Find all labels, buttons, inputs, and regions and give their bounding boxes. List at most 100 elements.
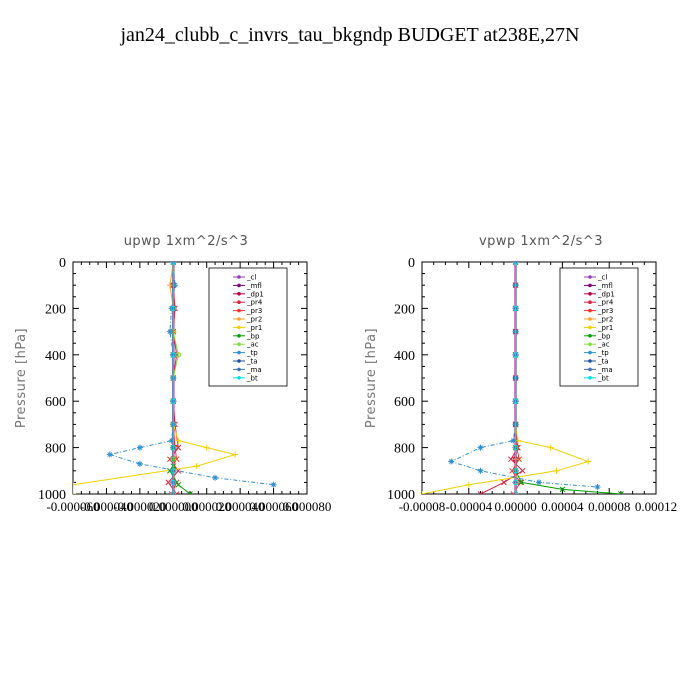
legend-marker [588,283,592,288]
legend-item: _dp1 [584,290,615,298]
data-point [501,479,507,486]
legend-marker [588,342,592,347]
y-tick-label: 1000 [387,488,415,503]
legend-marker [237,342,241,347]
legend-marker [237,317,241,321]
y-tick-label: 600 [394,395,415,410]
legend-item: _pr3 [233,307,262,315]
legend-label: _bp [246,332,260,340]
legend-label: _ac [597,341,610,349]
legend-marker [237,334,241,338]
data-point [170,305,176,312]
data-point [170,491,176,494]
legend-label: _ma [597,366,613,374]
panels: upwp 1xm^2/s^3 Pressure [hPa] 0 200 400 600 80… [14,234,677,514]
data-point [187,491,193,494]
legend-label: _pr3 [597,307,613,315]
y-tick-label: 200 [394,302,415,317]
y-tick-label: 1000 [38,488,66,503]
legend-item: _cl [233,274,256,282]
legend-label: _bt [246,374,258,382]
data-point [477,444,484,451]
legend-label: _mfl [597,282,613,290]
data-point [512,262,519,265]
legend-item: _tp [584,349,609,357]
data-point [516,456,522,463]
data-point [136,444,143,451]
legend-marker [588,292,592,296]
legend-label: _pr2 [246,316,262,324]
legend-label: _pr2 [597,316,613,324]
data-point [512,352,519,358]
data-point [512,444,519,451]
legend-marker [588,376,592,380]
chart-panel-1: upwp 1xm^2/s^3 Pressure [hPa] 0 200 400 600 80… [14,234,331,514]
x-tick-label: -0.00008 [399,499,446,514]
y-tick-label: 600 [45,395,66,410]
legend-item: _bt [584,374,609,382]
legend-item: _dp1 [233,290,264,298]
series-bt [512,262,519,494]
data-point [193,463,200,470]
legend-item: _pr4 [233,299,263,307]
legend-item: _mfl [233,282,262,290]
plot-area [422,262,624,494]
legend-marker [588,359,592,363]
data-point [203,444,210,451]
legend-item: _pr1 [584,324,613,332]
legend-item: _bt [233,374,258,382]
legend-marker [588,308,592,313]
data-point [508,456,514,463]
legend-item: _tp [233,349,258,357]
legend: _cl_mfl_dp1_pr4_pr3_pr2_pr1_bp_ac_tp_ta_… [559,267,639,387]
x-tick-label: 0.000040 [216,499,265,514]
x-tick-label: 0.000060 [249,499,298,514]
legend-item: _pr2 [233,316,262,324]
chart-panel-2: vpwp 1xm^2/s^3 Pressure [hPa] 0 200 400 600 80… [364,234,677,514]
legend-item: _pr4 [584,299,614,307]
data-point [512,305,519,312]
panel-title: vpwp 1xm^2/s^3 [479,234,603,249]
legend-label: _pr3 [246,307,262,315]
data-point [618,491,624,494]
data-point [512,468,519,474]
x-tick-label: -0.000060 [46,499,99,514]
y-tick-label: 200 [45,302,66,317]
x-tick-label: 0.00012 [635,499,677,514]
data-point [73,481,76,488]
legend-label: _ac [246,341,259,349]
legend-item: _ac [584,341,610,349]
legend-label: _mfl [246,282,262,290]
x-tick-label: 0.00000 [494,499,536,514]
x-tick-label: 0.00008 [588,499,630,514]
legend-marker [237,300,241,305]
data-point [512,479,519,486]
legend-marker [588,325,592,330]
legend-marker [237,292,241,296]
x-tick-label: 0.000080 [283,499,332,514]
legend-marker [588,275,592,279]
data-point [165,479,172,486]
data-point [422,491,425,494]
legend-item: _ma [233,366,262,374]
legend-item: _bp [584,332,611,340]
legend-marker [237,350,241,355]
figure-title: jan24_clubb_c_invrs_tau_bkgndp BUDGET at… [119,24,579,46]
data-point [175,481,182,488]
y-tick-label: 0 [408,256,415,271]
legend-marker [588,300,592,305]
y-tick-label: 0 [59,256,66,271]
y-tick-label: 800 [45,442,66,457]
data-point [547,444,554,451]
data-point [518,479,525,486]
legend-marker [237,376,241,380]
legend-box [208,267,288,387]
data-point [73,491,76,494]
x-tick-label: -0.000020 [113,499,166,514]
panel-title: upwp 1xm^2/s^3 [124,234,249,249]
plot-area [73,262,277,494]
y-axis-label: Pressure [hPa] [364,328,379,428]
legend-marker [588,367,592,372]
data-point [170,444,176,451]
